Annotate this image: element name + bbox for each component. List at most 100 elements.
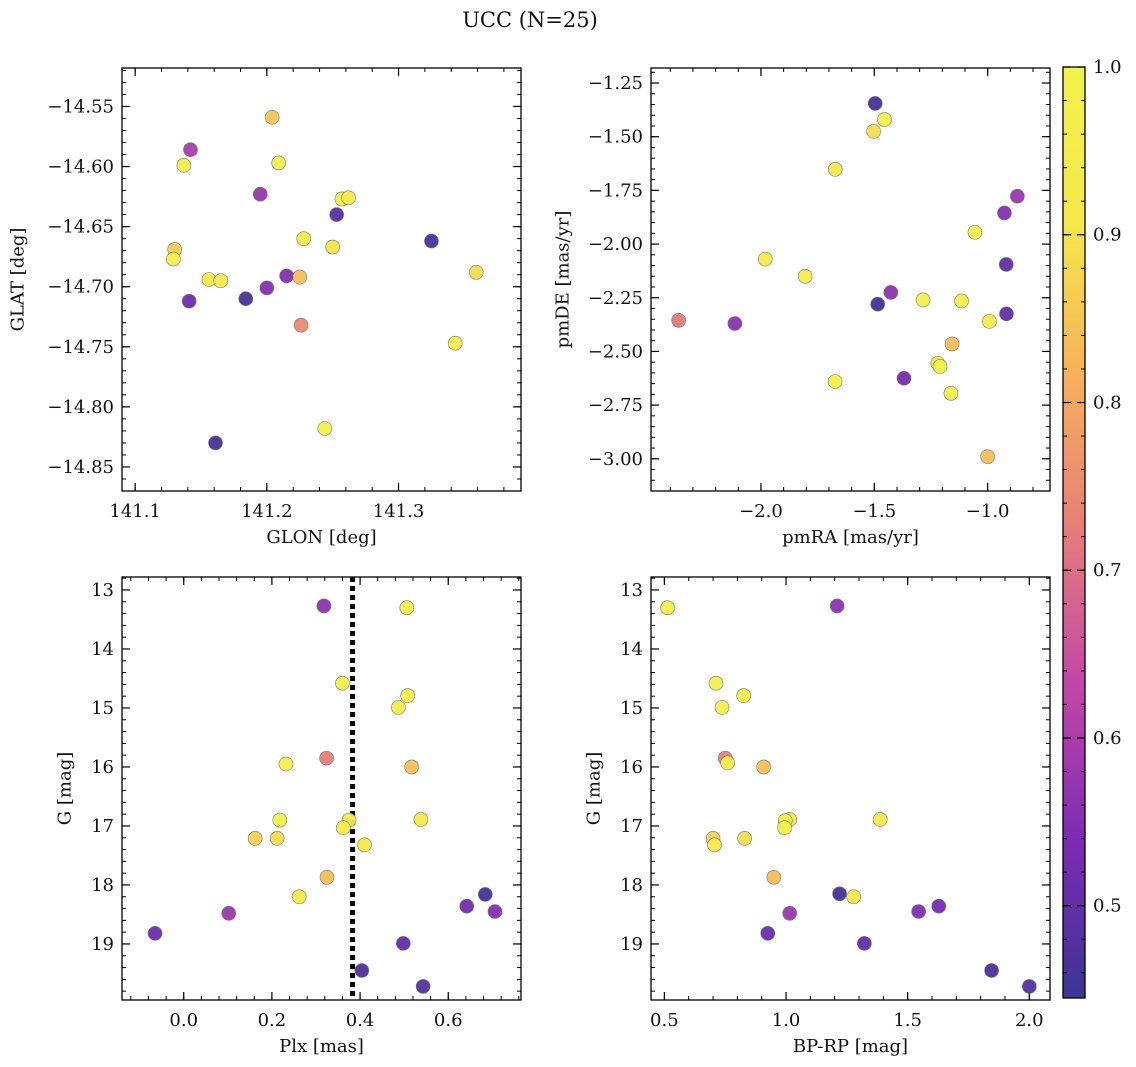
data-point bbox=[883, 285, 899, 300]
data-point bbox=[1022, 979, 1037, 994]
y-axis-label: G [mag] bbox=[55, 752, 76, 825]
data-point bbox=[737, 831, 752, 846]
x-axis-label: pmRA [mas/yr] bbox=[782, 527, 919, 548]
x-axis-label: Plx [mas] bbox=[279, 1036, 364, 1057]
data-point bbox=[354, 963, 370, 978]
x-axis-label: BP-RP [mag] bbox=[793, 1036, 908, 1057]
colorbar-tick-label: 0.7 bbox=[1093, 560, 1122, 581]
data-point bbox=[782, 905, 797, 921]
data-point bbox=[828, 162, 843, 177]
data-point bbox=[447, 335, 463, 351]
data-point bbox=[252, 186, 268, 202]
scatter-panel-1: 141.1 141.2 141.3 −14.55 −14.60 −14.65 −14.70 −… bbox=[8, 67, 522, 548]
x-tick-label: 0.2 bbox=[258, 1010, 287, 1031]
data-point bbox=[1010, 188, 1025, 204]
y-tick-label: 16 bbox=[91, 757, 114, 778]
data-point bbox=[982, 314, 997, 329]
y-tick-label: 14 bbox=[91, 639, 114, 660]
y-tick-label: 13 bbox=[91, 580, 114, 601]
data-point bbox=[400, 688, 415, 703]
y-tick-label: −2.75 bbox=[588, 395, 643, 416]
colorbar-tick-label: 1.0 bbox=[1093, 57, 1122, 78]
data-point bbox=[176, 158, 192, 173]
data-point bbox=[147, 926, 163, 941]
data-point bbox=[866, 124, 881, 139]
x-tick-label: 2.0 bbox=[1015, 1010, 1044, 1031]
y-tick-label: −14.70 bbox=[47, 277, 114, 298]
colorbar-tick-label: 0.8 bbox=[1093, 392, 1122, 413]
y-tick-label: 18 bbox=[91, 875, 114, 896]
data-point bbox=[259, 280, 275, 296]
data-point bbox=[870, 296, 886, 312]
data-point bbox=[278, 756, 294, 772]
data-point bbox=[325, 239, 340, 255]
data-point bbox=[760, 926, 776, 941]
data-point bbox=[329, 207, 344, 222]
data-point bbox=[183, 142, 198, 158]
data-point bbox=[660, 600, 675, 615]
scatter-panel-3: 0.0 0.2 0.4 0.6 13 14 15 16 17 18 19 Plx [mas] G [ma… bbox=[55, 576, 522, 1057]
figure-title: UCC (N=25) bbox=[462, 8, 598, 32]
data-point bbox=[777, 820, 792, 836]
colorbar-gradient bbox=[1063, 67, 1085, 998]
data-point bbox=[279, 268, 294, 284]
data-point bbox=[208, 435, 223, 451]
y-tick-label: −3.00 bbox=[588, 449, 643, 470]
data-point bbox=[404, 759, 419, 775]
data-point bbox=[766, 869, 782, 885]
y-tick-label: −14.80 bbox=[47, 397, 114, 418]
y-tick-label: −14.55 bbox=[47, 96, 114, 117]
data-point bbox=[911, 904, 926, 919]
y-tick-label: −1.75 bbox=[588, 180, 643, 201]
y-tick-label: 17 bbox=[91, 816, 114, 837]
scatter-panel-4: 0.5 1.0 1.5 2.0 13 14 15 16 17 18 19 BP-RP [mag] G [… bbox=[584, 576, 1051, 1057]
data-point bbox=[931, 898, 947, 914]
y-tick-label: 15 bbox=[620, 698, 643, 719]
x-tick-label: 0.5 bbox=[650, 1010, 679, 1031]
data-point bbox=[291, 889, 307, 905]
data-point bbox=[316, 598, 332, 614]
data-point bbox=[269, 831, 285, 846]
data-point bbox=[943, 386, 959, 401]
data-point bbox=[357, 837, 372, 853]
data-point bbox=[166, 251, 181, 267]
x-axis-label: GLON [deg] bbox=[266, 527, 376, 548]
y-tick-label: −14.85 bbox=[47, 457, 114, 478]
y-tick-label: −2.50 bbox=[588, 341, 643, 362]
y-axis-label: GLAT [deg] bbox=[8, 228, 29, 332]
data-point bbox=[999, 306, 1014, 322]
y-tick-label: 19 bbox=[620, 934, 643, 955]
x-tick-label: 0.0 bbox=[169, 1010, 198, 1031]
data-point bbox=[415, 979, 431, 994]
data-point bbox=[857, 936, 872, 951]
data-point bbox=[757, 251, 773, 267]
data-point bbox=[336, 820, 351, 836]
x-tick-label: −2.0 bbox=[739, 501, 783, 522]
plot-frame bbox=[650, 576, 1051, 1001]
y-tick-label: −14.65 bbox=[47, 217, 114, 238]
data-point bbox=[932, 359, 948, 374]
data-point bbox=[714, 700, 730, 715]
data-point bbox=[238, 291, 254, 307]
data-point bbox=[967, 224, 983, 240]
data-point bbox=[827, 374, 843, 389]
data-point bbox=[896, 370, 912, 386]
scatter-panel-2: −2.0 −1.5 −1.0 −1.25 −1.50 −1.75 −2.00 −2.25 −2.… bbox=[553, 67, 1051, 548]
data-point bbox=[756, 759, 771, 775]
y-tick-label: −2.25 bbox=[588, 288, 643, 309]
y-tick-label: −14.60 bbox=[47, 157, 114, 178]
y-tick-label: 15 bbox=[91, 698, 114, 719]
y-tick-label: −14.75 bbox=[47, 337, 114, 358]
colorbar-tick-label: 0.5 bbox=[1093, 896, 1122, 917]
x-tick-label: 0.6 bbox=[434, 1010, 463, 1031]
data-point bbox=[998, 257, 1014, 272]
data-point bbox=[292, 269, 308, 285]
y-tick-label: 13 bbox=[620, 580, 643, 601]
data-point bbox=[477, 887, 493, 902]
plot-frame bbox=[650, 67, 1051, 492]
data-point bbox=[487, 904, 503, 919]
x-tick-label: −1.5 bbox=[852, 501, 896, 522]
data-point bbox=[221, 905, 236, 921]
data-point bbox=[319, 750, 334, 766]
